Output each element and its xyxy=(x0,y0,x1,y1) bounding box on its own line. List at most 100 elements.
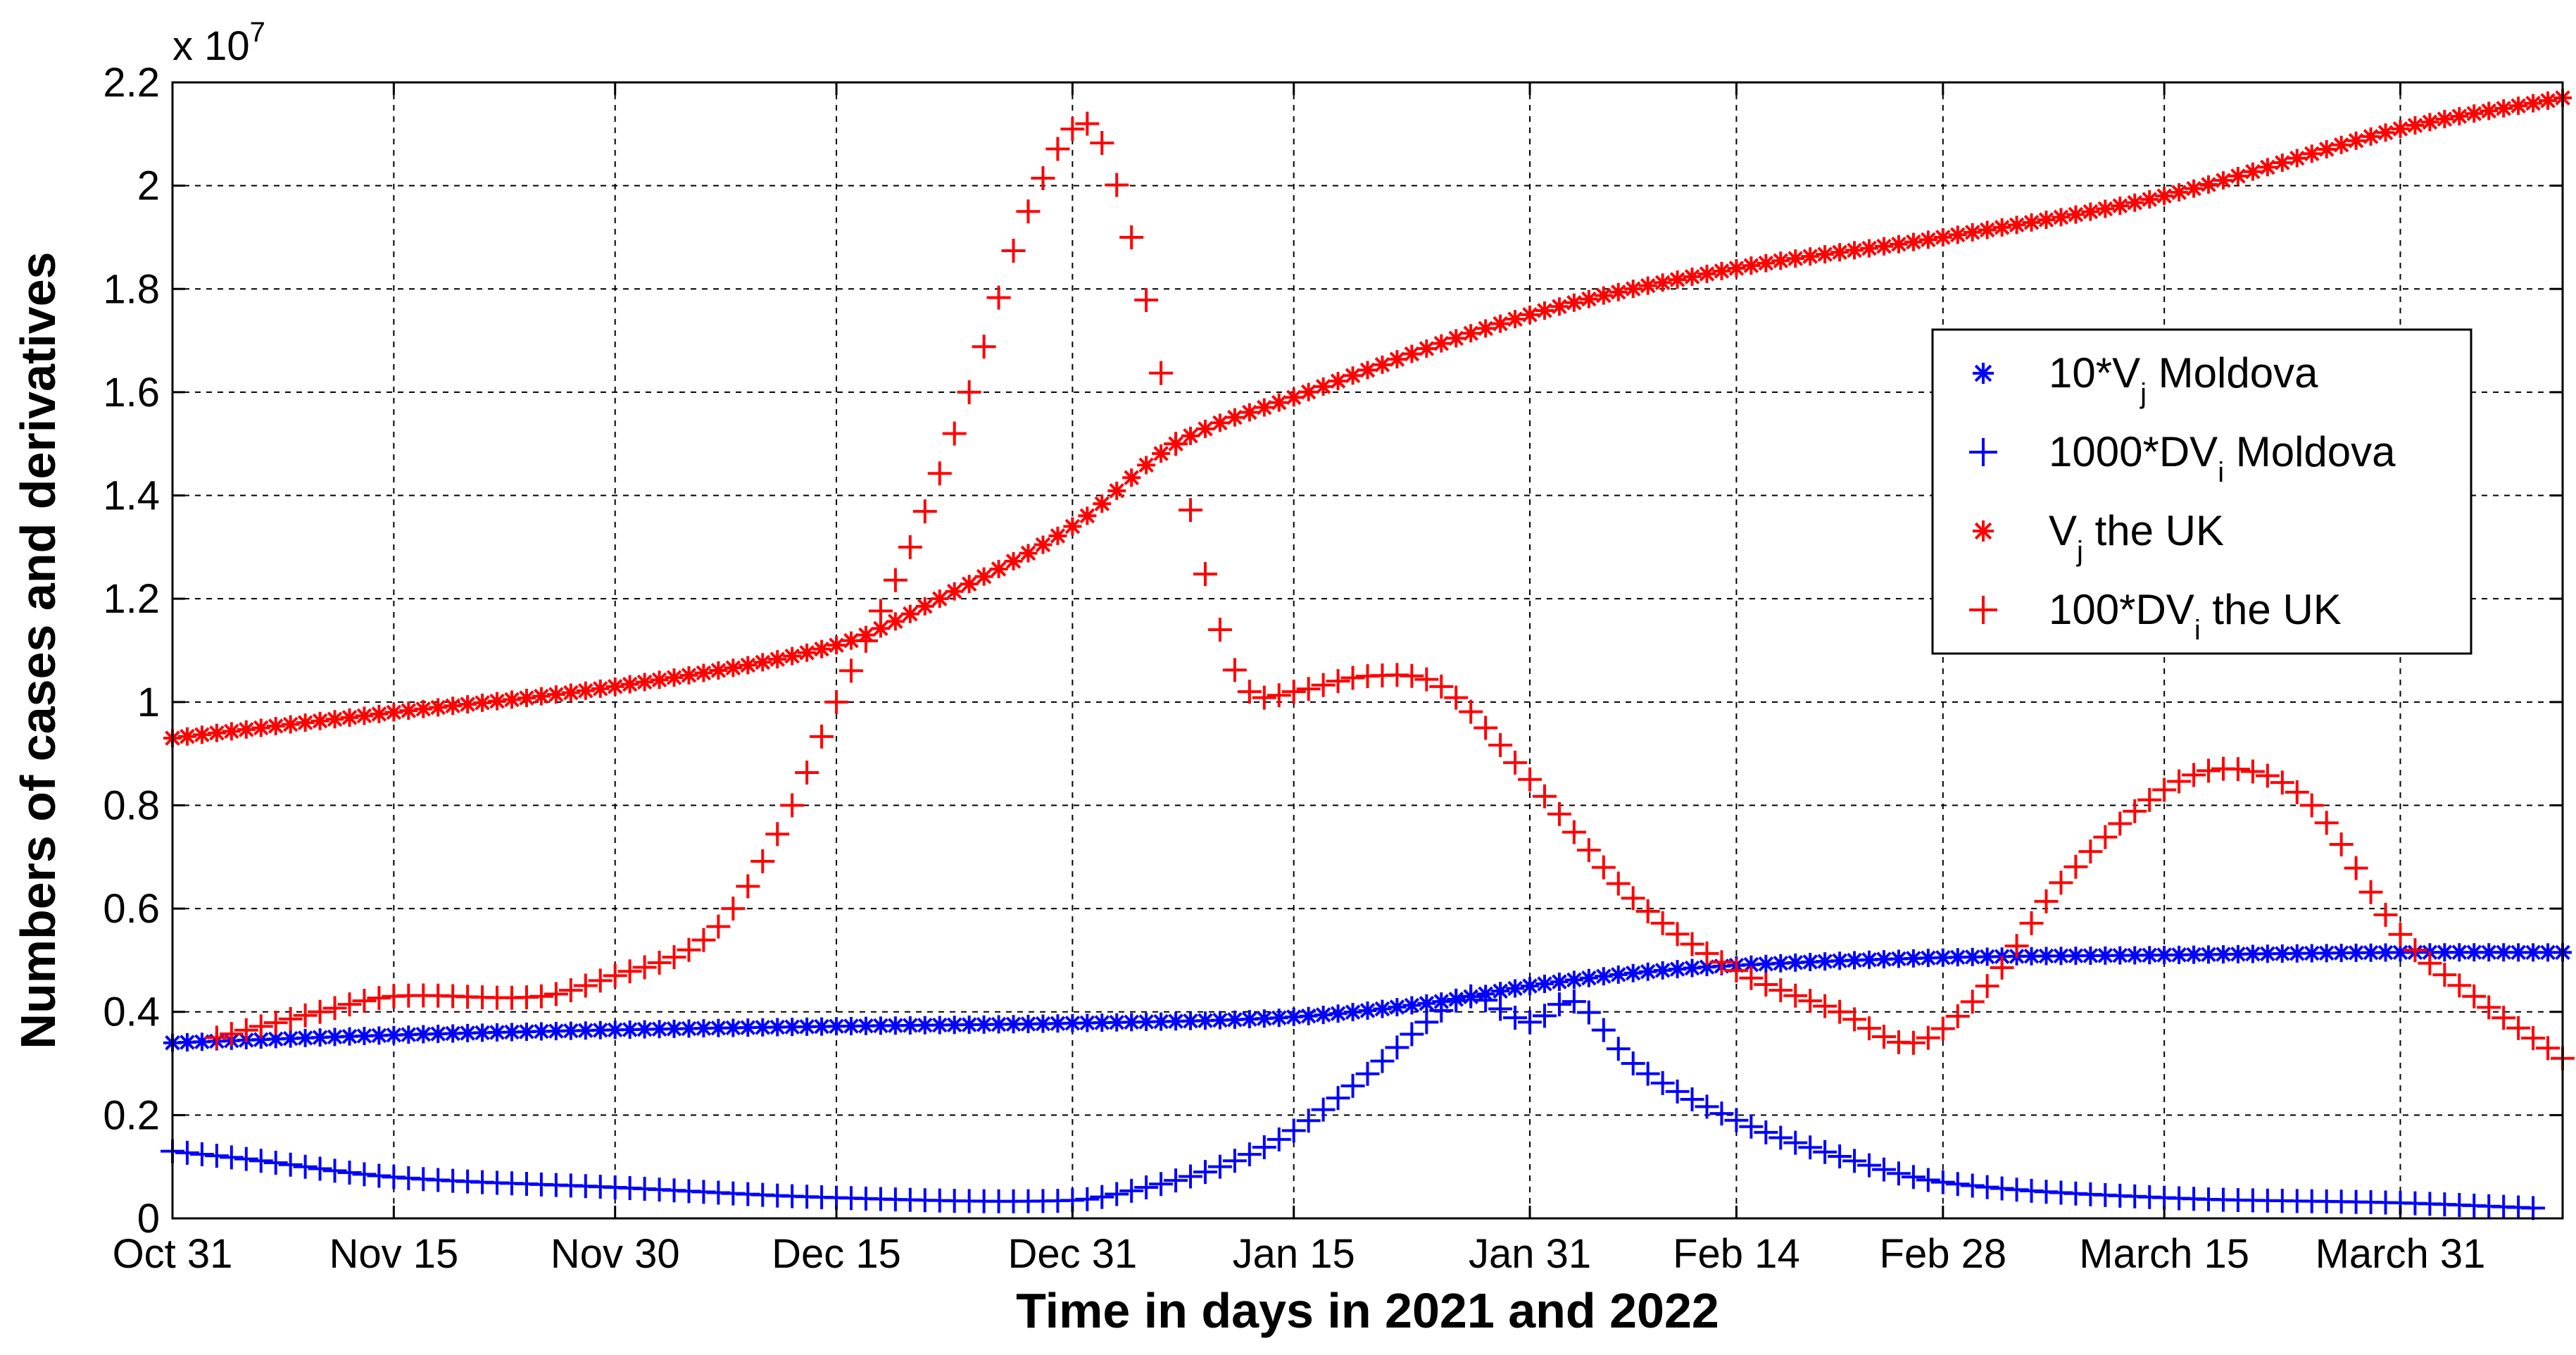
y-tick-label: 0.6 xyxy=(103,886,160,932)
data-point-plus xyxy=(1090,130,1114,155)
y-tick-label: 0 xyxy=(137,1196,160,1242)
data-point-asterisk xyxy=(2539,943,2558,962)
data-point-asterisk xyxy=(2332,135,2351,154)
data-point-plus xyxy=(1222,658,1247,682)
data-point-plus xyxy=(677,937,701,962)
data-point-plus xyxy=(1149,361,1174,385)
data-point-plus xyxy=(1429,674,1454,699)
data-point-plus xyxy=(1311,673,1336,697)
data-point-asterisk xyxy=(2228,944,2247,963)
data-point-asterisk xyxy=(679,666,698,685)
x-tick-label: Nov 30 xyxy=(551,1231,680,1277)
data-point-plus xyxy=(1695,941,1719,966)
data-point-plus xyxy=(1591,855,1616,880)
data-point-asterisk xyxy=(2022,213,2041,232)
y-tick-label: 0.4 xyxy=(103,989,160,1035)
data-point-asterisk xyxy=(458,1023,477,1042)
data-point-asterisk xyxy=(1594,286,1613,305)
data-point-plus xyxy=(175,1140,199,1165)
data-point-plus xyxy=(1945,1004,1970,1029)
data-point-asterisk xyxy=(1491,314,1510,333)
data-point-plus xyxy=(1488,732,1513,757)
data-point-plus xyxy=(1179,498,1203,523)
data-point-asterisk xyxy=(2465,104,2484,123)
data-point-plus xyxy=(1857,1016,1882,1041)
data-point-plus xyxy=(544,982,568,1006)
legend-entry-subscript: j xyxy=(2076,536,2083,567)
data-point-asterisk xyxy=(488,692,507,711)
data-point-asterisk xyxy=(871,619,890,638)
data-point-asterisk xyxy=(768,1018,787,1037)
data-point-asterisk xyxy=(2125,193,2144,212)
data-point-asterisk xyxy=(429,698,448,717)
data-point-asterisk xyxy=(251,1030,270,1049)
data-point-asterisk xyxy=(974,1015,993,1034)
data-point-asterisk xyxy=(355,1027,374,1045)
data-point-asterisk xyxy=(1638,962,1657,981)
data-point-plus xyxy=(2462,984,2487,1009)
data-point-asterisk xyxy=(945,582,964,601)
data-point-asterisk xyxy=(1284,388,1303,407)
data-point-asterisk xyxy=(1933,948,1952,967)
data-point-plus xyxy=(1488,997,1513,1021)
data-point-asterisk xyxy=(2494,943,2513,962)
data-point-plus xyxy=(1724,959,1749,983)
data-point-asterisk xyxy=(517,1022,536,1041)
data-point-asterisk xyxy=(2185,179,2204,198)
data-point-plus xyxy=(1090,1185,1114,1209)
data-point-plus xyxy=(1119,1178,1144,1203)
data-point-plus xyxy=(617,959,642,984)
data-point-asterisk xyxy=(2111,196,2130,216)
data-point-plus xyxy=(219,1022,244,1047)
data-point-asterisk xyxy=(1904,949,1923,968)
data-point-asterisk xyxy=(1874,237,1893,256)
data-point-asterisk xyxy=(2140,190,2159,209)
data-point-asterisk xyxy=(2524,94,2543,113)
y-tick-label: 1 xyxy=(137,680,160,725)
legend-marker xyxy=(1969,438,1997,466)
data-point-plus xyxy=(1179,1164,1203,1189)
data-point-plus xyxy=(278,1152,303,1177)
data-point-plus xyxy=(824,689,849,714)
data-point-plus xyxy=(1969,596,1997,624)
data-point-plus xyxy=(2152,778,2177,802)
data-point-plus xyxy=(558,978,583,1003)
data-point-asterisk xyxy=(1240,403,1259,422)
data-point-asterisk xyxy=(1506,310,1525,329)
data-point-asterisk xyxy=(340,1027,359,1046)
data-point-plus xyxy=(1326,669,1350,694)
data-point-asterisk xyxy=(960,1016,979,1035)
data-point-plus xyxy=(189,1142,214,1166)
data-point-plus xyxy=(1857,1153,1882,1178)
data-point-asterisk xyxy=(2258,158,2277,177)
data-point-asterisk xyxy=(1240,1010,1259,1029)
data-point-asterisk xyxy=(503,690,522,709)
data-point-asterisk xyxy=(1269,393,1288,412)
data-point-plus xyxy=(219,1145,244,1170)
data-point-plus xyxy=(647,951,672,975)
data-point-plus xyxy=(1842,1149,1867,1173)
data-point-asterisk xyxy=(1167,1012,1186,1031)
data-point-plus xyxy=(2063,854,2088,879)
data-point-plus xyxy=(2358,880,2383,904)
data-point-asterisk xyxy=(1889,235,1908,254)
data-point-asterisk xyxy=(1373,355,1392,374)
data-point-plus xyxy=(1075,1187,1100,1211)
data-point-asterisk xyxy=(251,718,270,737)
data-point-asterisk xyxy=(414,1025,433,1044)
data-point-asterisk xyxy=(1973,363,1994,384)
data-point-plus xyxy=(1650,1070,1675,1095)
data-point-plus xyxy=(1754,972,1778,997)
data-point-asterisk xyxy=(1579,968,1598,987)
data-point-plus xyxy=(2270,770,2294,795)
data-point-asterisk xyxy=(1388,998,1407,1017)
data-point-asterisk xyxy=(842,631,861,650)
data-point-plus xyxy=(2329,832,2354,856)
data-point-asterisk xyxy=(561,683,580,702)
data-point-asterisk xyxy=(1152,444,1171,463)
data-point-asterisk xyxy=(1564,293,1583,312)
data-point-asterisk xyxy=(2539,91,2558,110)
data-point-asterisk xyxy=(458,695,477,714)
data-point-plus xyxy=(234,1018,258,1042)
data-point-asterisk xyxy=(2302,944,2321,963)
